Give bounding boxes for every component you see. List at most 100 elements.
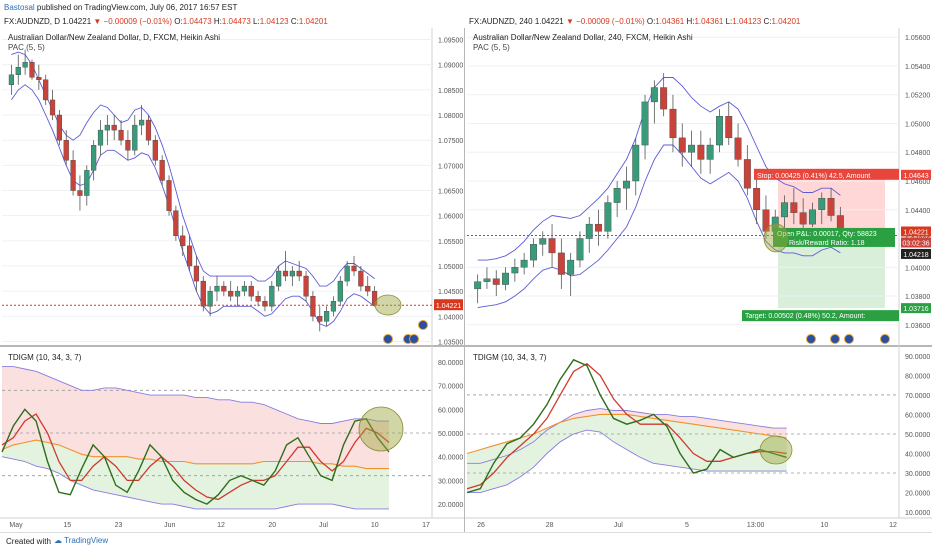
left-price-tick: 1.06000 bbox=[438, 214, 463, 221]
stop-label-bg bbox=[754, 168, 899, 180]
right-candle-body bbox=[529, 244, 537, 261]
right-candle-body bbox=[641, 101, 649, 146]
right-osc-tick: 40.0000 bbox=[905, 452, 930, 459]
left-c-label: C: bbox=[290, 17, 299, 26]
right-candle-body bbox=[678, 137, 686, 153]
right-candle-body bbox=[585, 223, 593, 239]
right-chart[interactable]: 1.05600 1.05400 1.05200 1.05000 1.04800 1.046… bbox=[465, 28, 932, 532]
right-osc-tick: 70.0000 bbox=[905, 393, 930, 400]
right-pane-divider[interactable] bbox=[465, 345, 932, 347]
risk-reward-label: Risk/Reward Ratio: 1.18 bbox=[789, 240, 865, 247]
right-open: 1.04361 bbox=[655, 17, 685, 26]
left-candle-body bbox=[70, 160, 76, 191]
left-candle-body bbox=[241, 285, 247, 292]
left-pane-divider[interactable] bbox=[0, 345, 464, 347]
right-candle-body bbox=[790, 202, 798, 213]
left-candle-body bbox=[337, 280, 343, 302]
vertical-divider[interactable] bbox=[464, 28, 465, 532]
right-time-tick: 13:00 bbox=[747, 522, 765, 529]
left-osc-title: TDIGM (10, 34, 3, 7) bbox=[8, 353, 82, 362]
tradingview-logo[interactable]: ☁ TradingView bbox=[54, 536, 108, 545]
left-highlight-ellipse bbox=[374, 294, 402, 316]
right-osc-highlight-ellipse bbox=[759, 435, 793, 465]
right-osc-tick: 60.0000 bbox=[905, 412, 930, 419]
right-candle-body bbox=[567, 259, 575, 275]
left-candle-body bbox=[248, 285, 254, 297]
news-event-icon bbox=[844, 334, 854, 344]
right-time-tick: 26 bbox=[477, 522, 485, 529]
left-time-tick: 12 bbox=[217, 522, 225, 529]
right-price-tick: 1.05600 bbox=[905, 35, 930, 42]
left-chart[interactable]: 1.09500 1.09000 1.08500 1.08000 1.07500 1.070… bbox=[0, 28, 464, 532]
left-candle-body bbox=[97, 129, 104, 146]
left-candle-body bbox=[111, 124, 117, 131]
right-osc-tick: 20.0000 bbox=[905, 491, 930, 498]
left-time-tick: 17 bbox=[422, 522, 430, 529]
right-price-tick: 1.04400 bbox=[905, 208, 930, 215]
right-candle-body bbox=[669, 108, 677, 139]
right-candle-body bbox=[622, 180, 630, 189]
right-stop-tag-bg bbox=[901, 169, 931, 180]
right-candle-body bbox=[799, 212, 807, 225]
left-l-label: L: bbox=[253, 17, 260, 26]
left-candle-body bbox=[296, 270, 302, 277]
left-open: 1.04473 bbox=[182, 17, 212, 26]
published-text: published on TradingView.com, July 06, 2… bbox=[36, 3, 238, 12]
right-symbol[interactable]: FX:AUDNZD, 240 bbox=[469, 17, 533, 26]
right-candle-body bbox=[548, 238, 556, 254]
left-candle-body bbox=[63, 139, 69, 161]
left-price-tick: 1.07500 bbox=[438, 138, 463, 145]
left-candle-body bbox=[351, 265, 357, 272]
left-osc-tick: 20.0000 bbox=[438, 502, 463, 509]
right-upper-band-fill bbox=[467, 408, 787, 464]
left-osc-tick: 70.0000 bbox=[438, 384, 463, 391]
left-symbol[interactable]: FX:AUDNZD, D bbox=[4, 17, 60, 26]
right-entry-tag-bg bbox=[901, 248, 931, 259]
right-price-tick: 1.05200 bbox=[905, 93, 930, 100]
left-price-tag-bg bbox=[434, 299, 463, 311]
left-candle-body bbox=[214, 285, 220, 292]
left-close: 1.04201 bbox=[298, 17, 328, 26]
right-time-tick: 12 bbox=[889, 522, 897, 529]
left-time-tick: May bbox=[9, 522, 23, 529]
left-candle-body bbox=[365, 285, 371, 292]
right-time-tick: 10 bbox=[820, 522, 828, 529]
right-candle-body bbox=[753, 187, 761, 210]
left-h-label: H: bbox=[213, 17, 222, 26]
right-candle-body bbox=[474, 281, 482, 290]
left-candle-body bbox=[56, 114, 62, 141]
right-candle-body bbox=[502, 272, 510, 285]
right-close: 1.04201 bbox=[771, 17, 801, 26]
right-change: ▼ −0.00009 (−0.01%) bbox=[565, 17, 645, 26]
right-osc-tick: 80.0000 bbox=[905, 373, 930, 380]
left-candle-body bbox=[43, 79, 49, 101]
left-candle-body bbox=[36, 77, 42, 81]
left-time-tick: 20 bbox=[268, 522, 276, 529]
left-upper-band-fill bbox=[2, 366, 389, 469]
right-c-label: C: bbox=[763, 17, 772, 26]
pnl-label: Open P&L: 0.00017, Qty: 58823 bbox=[777, 231, 877, 238]
left-indicator-label: PAC (5, 5) bbox=[8, 43, 45, 52]
news-event-icon bbox=[806, 334, 816, 344]
right-candle-body bbox=[613, 187, 621, 203]
right-price-tick: 1.04600 bbox=[905, 179, 930, 186]
left-candle-body bbox=[282, 270, 289, 277]
left-low: 1.04123 bbox=[259, 17, 289, 26]
left-candle-body bbox=[207, 290, 213, 307]
news-event-icon bbox=[830, 334, 840, 344]
author-link[interactable]: Bastosal bbox=[4, 3, 35, 12]
left-candle-body bbox=[173, 210, 179, 237]
left-osc-tick: 80.0000 bbox=[438, 360, 463, 367]
left-candle-body bbox=[152, 139, 158, 161]
left-candle-body bbox=[159, 160, 165, 181]
right-price-tick: 1.03600 bbox=[905, 323, 930, 330]
right-rsi-line bbox=[466, 358, 787, 494]
right-highlight-ellipse bbox=[763, 223, 789, 253]
right-candle-body bbox=[688, 144, 696, 153]
left-candle-body bbox=[91, 145, 97, 171]
left-candle-body bbox=[8, 74, 15, 86]
right-countdown-tag-bg bbox=[901, 237, 931, 248]
right-candle-body bbox=[520, 259, 528, 268]
left-candle-body bbox=[139, 119, 145, 126]
right-candle-body bbox=[762, 209, 770, 232]
